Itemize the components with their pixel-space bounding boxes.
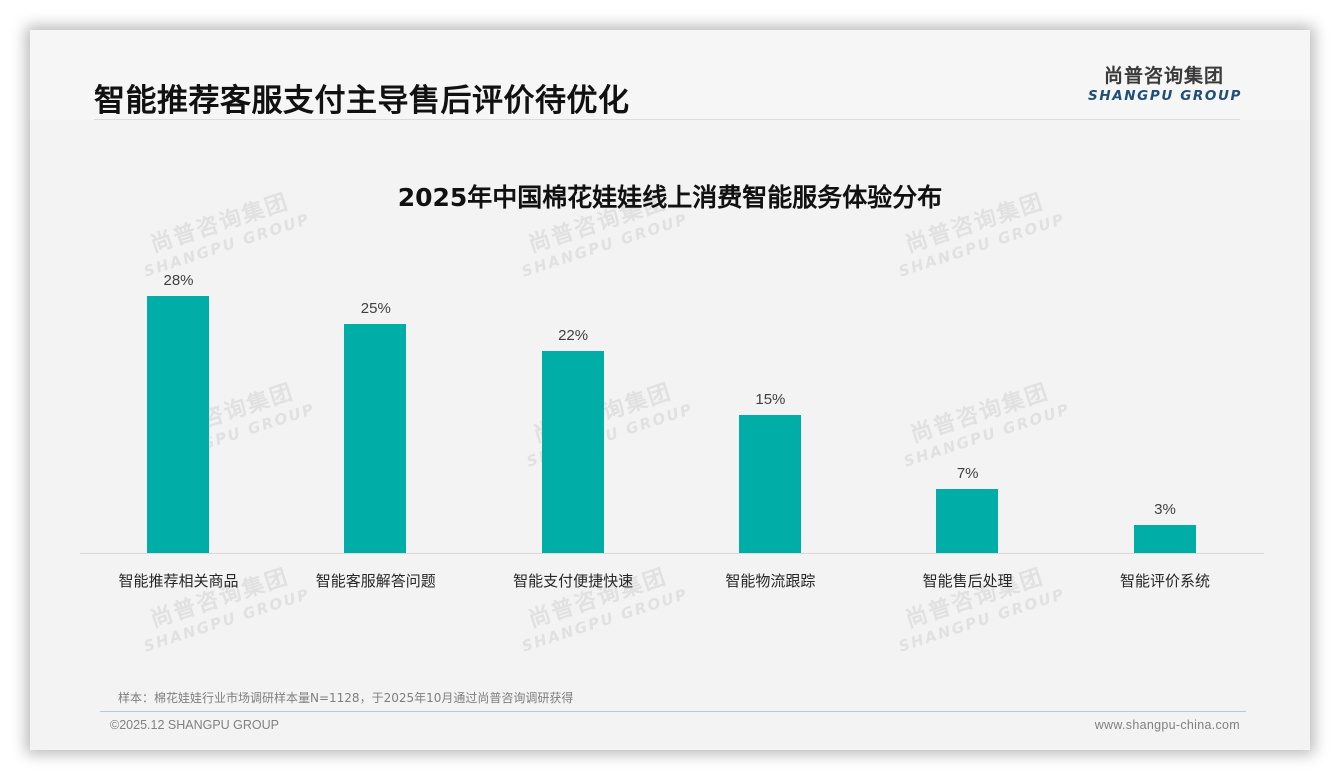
slide: 智能推荐客服支付主导售后评价待优化 尚普咨询集团 SHANGPU GROUP 尚… <box>30 30 1310 750</box>
category-label: 智能售后处理 <box>922 572 1013 590</box>
bar-group: 3% 智能评价系统 <box>1067 230 1264 600</box>
bar[interactable] <box>147 295 209 553</box>
bar-group: 28% 智能推荐相关商品 <box>80 230 277 600</box>
bar-group: 7% 智能售后处理 <box>869 230 1066 600</box>
bar-chart-plot: 28% 智能推荐相关商品 25% 智能客服解答问题 22% 智能支付便捷快速 15% 智能物流… <box>80 230 1264 600</box>
logo-chinese-text: 尚普咨询集团 <box>1103 65 1224 87</box>
bar-group: 25% 智能客服解答问题 <box>277 230 474 600</box>
source-note: 样本：棉花娃娃行业市场调研样本量N=1128，于2025年10月通过尚普咨询调研… <box>118 691 574 705</box>
page-title: 智能推荐客服支付主导售后评价待优化 <box>94 83 630 119</box>
company-logo: 尚普咨询集团 SHANGPU GROUP <box>1088 64 1240 104</box>
category-label: 智能支付便捷快速 <box>513 572 634 590</box>
bar[interactable] <box>936 488 999 553</box>
logo-english-text: SHANGPU GROUP <box>1088 88 1243 104</box>
bar-value-label: 22% <box>558 327 589 345</box>
bar-group: 15% 智能物流跟踪 <box>672 230 869 600</box>
bar[interactable] <box>1133 525 1196 553</box>
footer-divider <box>100 711 1246 712</box>
bar[interactable] <box>344 323 407 553</box>
copyright-text: ©2025.12 SHANGPU GROUP <box>110 718 279 732</box>
bar-value-label: 7% <box>956 464 979 482</box>
website-link[interactable]: www.shangpu-china.com <box>1094 718 1240 732</box>
bar-group: 22% 智能支付便捷快速 <box>475 230 672 600</box>
category-label: 智能评价系统 <box>1119 572 1210 590</box>
category-label: 智能物流跟踪 <box>725 572 816 590</box>
bar-value-label: 25% <box>360 299 391 317</box>
title-divider <box>94 119 1240 120</box>
header-band <box>30 30 1310 120</box>
category-label: 智能客服解答问题 <box>315 572 436 590</box>
bar-value-label: 28% <box>163 271 194 289</box>
category-label: 智能推荐相关商品 <box>118 572 239 590</box>
bar[interactable] <box>541 351 604 553</box>
bar-value-label: 3% <box>1154 501 1176 519</box>
bar[interactable] <box>738 415 801 553</box>
bar-value-label: 15% <box>755 391 786 409</box>
chart-title: 2025年中国棉花娃娃线上消费智能服务体验分布 <box>397 183 943 212</box>
x-axis-line <box>80 553 1264 554</box>
